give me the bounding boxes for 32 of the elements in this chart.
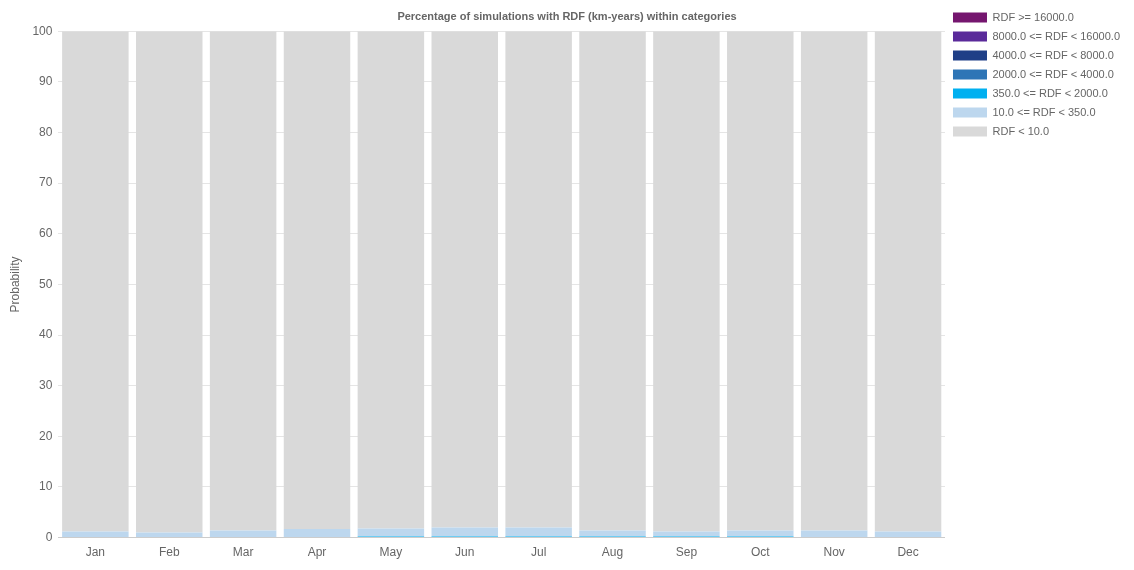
y-tick-label: 80 — [39, 124, 53, 139]
legend-label: 10.0 <= RDF < 350.0 — [992, 105, 1096, 118]
x-tick-label: Jan — [85, 545, 106, 560]
x-tick-label: Aug — [601, 545, 624, 560]
x-tick-label: May — [379, 545, 403, 560]
y-tick-label: 90 — [39, 74, 53, 89]
x-tick-label: Jul — [530, 545, 547, 560]
y-tick-label: 10 — [39, 479, 53, 494]
x-tick-label: Nov — [823, 545, 845, 560]
legend-label: RDF < 10.0 — [992, 124, 1050, 137]
y-tick-label: 0 — [45, 529, 53, 544]
legend-label: 4000.0 <= RDF < 8000.0 — [992, 48, 1114, 61]
y-tick-label: 20 — [39, 428, 53, 443]
y-tick-label: 50 — [39, 276, 53, 291]
x-tick-label: Oct — [750, 545, 771, 560]
y-tick-label: 60 — [39, 226, 53, 241]
legend-label: RDF >= 16000.0 — [992, 10, 1074, 23]
x-tick-label: Feb — [158, 545, 180, 560]
legend-label: 8000.0 <= RDF < 16000.0 — [992, 29, 1121, 42]
y-tick-label: 100 — [32, 23, 53, 38]
x-tick-label: Mar — [232, 545, 254, 560]
x-tick-label: Apr — [307, 545, 327, 560]
y-tick-label: 40 — [39, 327, 53, 342]
legend-label: 2000.0 <= RDF < 4000.0 — [992, 67, 1114, 80]
chart-title: Percentage of simulations with RDF (km-years) within categories — [397, 9, 737, 22]
legend-label: 350.0 <= RDF < 2000.0 — [992, 86, 1108, 99]
x-tick-label: Sep — [675, 545, 698, 560]
y-tick-label: 70 — [39, 175, 53, 190]
y-axis-title: Probability — [7, 256, 22, 313]
x-tick-label: Dec — [897, 545, 919, 560]
x-tick-label: Jun — [455, 545, 475, 560]
y-tick-label: 30 — [39, 377, 53, 392]
